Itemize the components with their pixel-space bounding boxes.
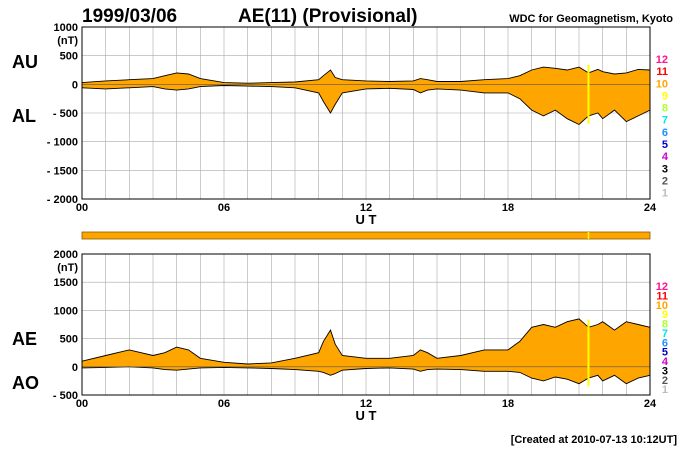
station-legend-item: 5 (662, 139, 668, 151)
station-legend-item: 10 (656, 78, 668, 90)
unit-label: (nT) (57, 35, 78, 47)
station-legend-item: 7 (662, 115, 668, 127)
x-tick-label: 00 (76, 398, 88, 410)
lower-index-label: AL (12, 106, 36, 126)
series-au (81, 66, 651, 84)
y-tick-label: 500 (60, 334, 78, 346)
index-band-fill (82, 67, 650, 125)
station-legend-item: 8 (662, 103, 668, 115)
x-tick-label: 06 (218, 398, 230, 410)
x-tick-label: 18 (502, 398, 514, 410)
y-tick-label: 2000 (54, 249, 78, 261)
created-timestamp: [Created at 2010-07-13 10:12UT] (511, 434, 678, 446)
chart-grid (81, 26, 651, 200)
unit-label: (nT) (57, 262, 78, 274)
station-legend-item: 2 (662, 375, 668, 387)
y-tick-label: 0 (72, 79, 78, 91)
station-legend-item: 11 (656, 290, 668, 302)
header-date: 1999/03/06 (82, 6, 177, 27)
y-tick-label: - 500 (53, 108, 78, 120)
header-source: WDC for Geomagnetism, Kyoto (509, 13, 673, 25)
series-al (81, 85, 651, 126)
x-tick-label: 24 (644, 398, 657, 410)
au-al-panel: 1000 500 0 - 500 - 1000 - 1500 - 2000 (nT) 00 06 1… (12, 22, 669, 227)
station-legend-item: 9 (662, 309, 668, 321)
series-ae (81, 318, 651, 365)
station-legend-item: 4 (662, 151, 669, 163)
upper-index-label: AU (12, 52, 38, 72)
y-tick-label: 0 (72, 362, 78, 374)
x-tick-label: 12 (360, 398, 372, 410)
y-tick-label: 1500 (54, 277, 78, 289)
station-legend-item: 11 (656, 66, 668, 78)
y-tick-label: 500 (60, 51, 78, 63)
station-legend-item: 12 (656, 281, 668, 293)
station-legend-item: 8 (662, 319, 668, 331)
station-legend-item: 2 (662, 175, 668, 187)
station-legend-item: 6 (662, 127, 668, 139)
lower-index-label: AO (12, 373, 39, 393)
plot-frame (81, 26, 651, 200)
station-legend-item: 5 (662, 347, 668, 359)
x-tick-label: 24 (644, 202, 657, 214)
plot-frame (81, 253, 651, 396)
header-title: AE(11) (Provisional) (238, 6, 418, 27)
station-legend-item: 4 (662, 356, 669, 368)
series-ao (81, 366, 651, 385)
station-legend-item: 1 (662, 188, 668, 200)
station-legend-item: 9 (662, 90, 668, 102)
station-legend-item: 3 (662, 163, 668, 175)
upper-index-label: AE (12, 329, 37, 349)
y-tick-label: 1000 (54, 22, 78, 34)
x-tick-label: 06 (218, 202, 230, 214)
data-availability-strip (81, 231, 651, 240)
x-tick-label: 00 (76, 202, 88, 214)
station-legend-item: 1 (662, 384, 668, 396)
y-tick-label: - 2000 (47, 194, 78, 206)
x-axis-label: U T (356, 408, 377, 423)
station-legend-item: 6 (662, 337, 668, 349)
x-axis-label: U T (356, 212, 377, 227)
x-tick-label: 18 (502, 202, 514, 214)
station-legend-item: 10 (656, 300, 668, 312)
y-tick-label: 1000 (54, 305, 78, 317)
y-tick-label: - 500 (53, 390, 78, 402)
y-tick-label: - 1000 (47, 137, 78, 149)
index-band-fill (82, 318, 650, 384)
station-legend-item: 3 (662, 365, 668, 377)
station-legend-item: 7 (662, 328, 668, 340)
availability-bar (81, 231, 651, 240)
station-legend-item: 12 (656, 54, 668, 66)
y-tick-label: - 1500 (47, 165, 78, 177)
x-tick-label: 12 (360, 202, 372, 214)
